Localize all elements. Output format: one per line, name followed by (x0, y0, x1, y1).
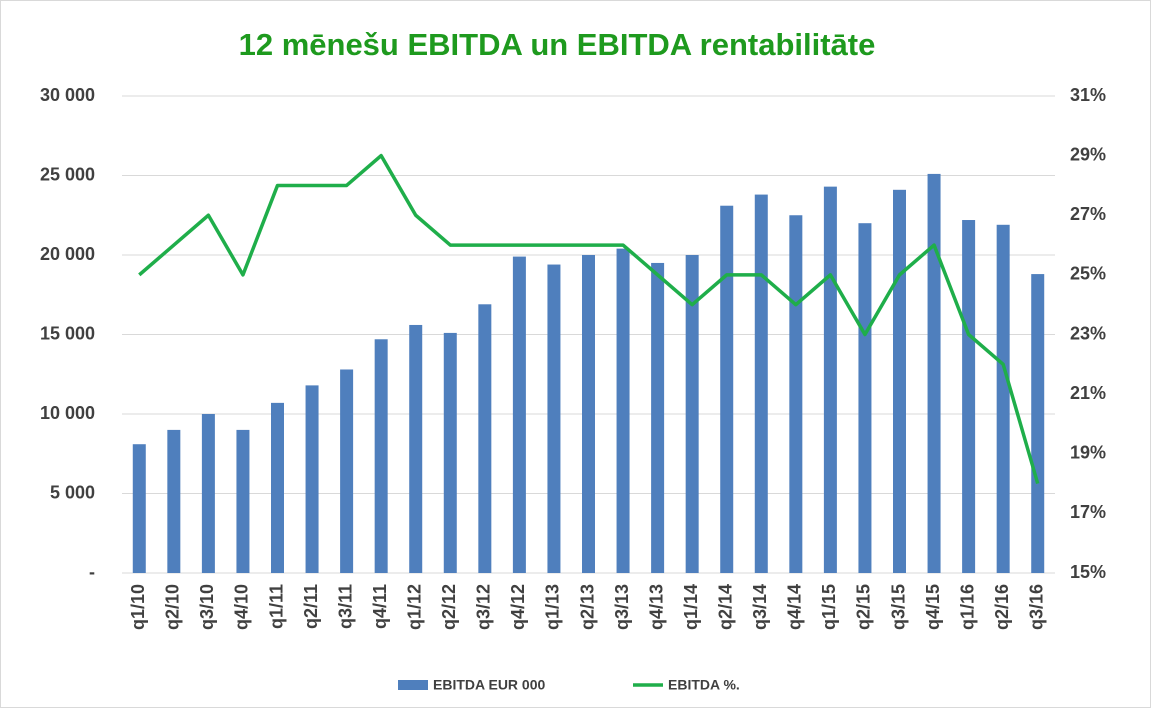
y-tick-label: - (89, 562, 95, 582)
legend-swatch (398, 680, 428, 690)
x-tick-label: q1/16 (957, 584, 977, 630)
bar (720, 205, 734, 573)
bar (962, 220, 976, 573)
bar (340, 369, 354, 573)
x-tick-label: q4/11 (370, 584, 390, 629)
x-tick-label: q4/13 (646, 584, 666, 630)
bar (512, 256, 526, 573)
bar (132, 444, 146, 573)
x-tick-label: q1/14 (681, 584, 701, 630)
x-tick-label: q2/14 (715, 584, 735, 630)
bar (443, 332, 457, 573)
bar (996, 224, 1010, 574)
y-tick-label: 20 000 (40, 244, 95, 264)
y2-tick-label: 27% (1070, 204, 1106, 224)
bar (305, 385, 319, 573)
y2-tick-label: 15% (1070, 562, 1106, 582)
x-tick-label: q2/15 (854, 584, 874, 630)
y2-tick-label: 31% (1070, 85, 1106, 105)
y2-tick-label: 29% (1070, 144, 1106, 164)
x-tick-label: q2/11 (301, 584, 321, 629)
bar (582, 255, 595, 573)
x-tick-label: q2/13 (577, 584, 597, 630)
x-tick-label: q1/10 (128, 584, 148, 630)
x-tick-label: q3/16 (1026, 584, 1046, 630)
x-tick-label: q2/12 (439, 584, 459, 630)
bar (1031, 274, 1045, 573)
x-tick-label: q1/11 (266, 584, 286, 629)
bar (478, 304, 492, 573)
x-tick-label: q4/12 (508, 584, 528, 630)
bar (858, 223, 872, 573)
y-tick-label: 5 000 (50, 482, 95, 502)
bar (754, 194, 768, 573)
x-tick-label: q3/10 (197, 584, 217, 630)
x-tick-label: q1/15 (819, 584, 839, 630)
bar (409, 324, 423, 573)
line (138, 153, 1040, 485)
bar (823, 186, 837, 573)
bar (547, 264, 561, 573)
bar (271, 402, 284, 573)
bar (789, 215, 803, 573)
y2-tick-label: 25% (1070, 264, 1106, 284)
y-tick-label: 10 000 (40, 403, 95, 423)
bar (685, 255, 699, 573)
bar (651, 262, 665, 573)
bar (616, 248, 630, 573)
y2-tick-label: 21% (1070, 383, 1106, 403)
legend-label: EBITDA EUR 000 (433, 677, 546, 693)
bar (167, 429, 181, 573)
bar (927, 173, 941, 573)
x-tick-label: q4/15 (923, 584, 943, 630)
bar (374, 339, 388, 573)
x-tick-label: q3/14 (750, 584, 770, 630)
x-tick-label: q4/10 (232, 584, 252, 630)
y2-tick-label: 23% (1070, 323, 1106, 343)
x-tick-label: q1/12 (404, 584, 424, 630)
x-tick-label: q4/14 (785, 584, 805, 630)
y-tick-label: 15 000 (40, 323, 95, 343)
bar (893, 189, 906, 573)
x-tick-label: q2/16 (992, 584, 1012, 630)
bar (201, 414, 215, 573)
chart-title: 12 mēnešu EBITDA un EBITDA rentabilitāte (239, 27, 876, 62)
x-tick-label: q3/12 (474, 584, 494, 630)
legend-label: EBITDA %. (668, 677, 740, 693)
x-tick-label: q3/13 (612, 584, 632, 630)
y-tick-label: 25 000 (40, 164, 95, 184)
y2-tick-label: 17% (1070, 502, 1106, 522)
x-tick-label: q2/10 (163, 584, 183, 630)
x-tick-label: q1/13 (543, 584, 563, 630)
x-tick-label: q3/15 (888, 584, 908, 630)
x-tick-label: q3/11 (335, 584, 355, 629)
bar (236, 429, 250, 573)
y-tick-label: 30 000 (40, 85, 95, 105)
y2-tick-label: 19% (1070, 443, 1106, 463)
